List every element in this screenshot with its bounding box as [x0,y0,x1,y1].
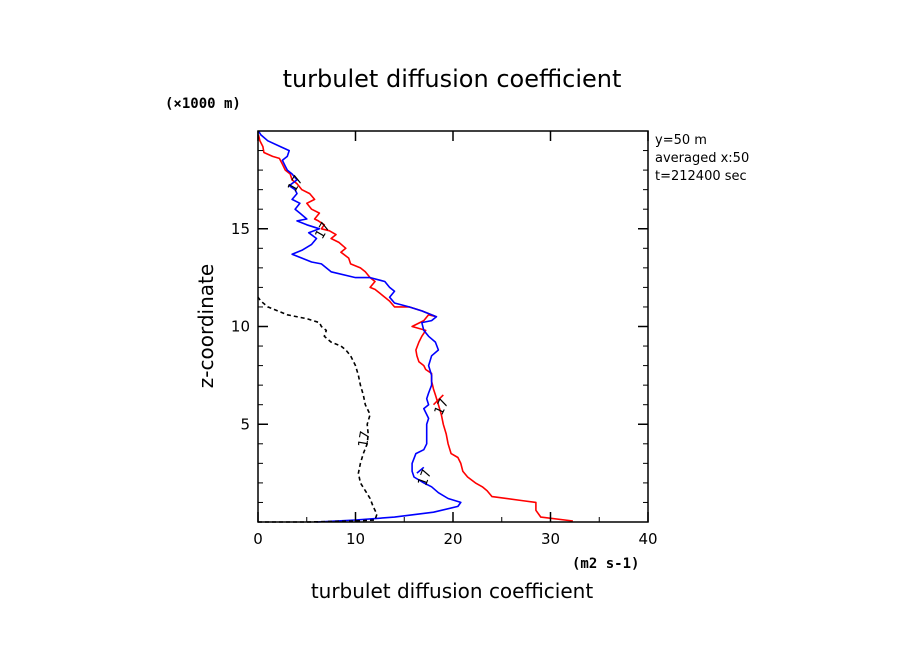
contour-label: 17 [285,173,306,195]
x-tick-label: 0 [253,530,263,548]
x-axis-unit: (m2 s-1) [572,556,639,572]
y-axis-unit: (×1000 m) [165,96,241,112]
x-tick-label: 40 [638,530,657,548]
x-axis-label: turbulet diffusion coefficient [311,579,594,603]
y-tick-label: 5 [240,415,250,433]
chart-title: turbulet diffusion coefficient [283,65,622,93]
x-tick-label: 20 [443,530,462,548]
y-axis-label: z-coordinate [194,264,218,388]
y-tick-label: 10 [231,318,250,336]
series-line-3 [416,466,425,474]
contour-label: 17 [313,220,334,242]
info-line-y: y=50 m [655,133,707,148]
contour-label: 17 [356,430,374,449]
x-tick-label: 10 [346,530,365,548]
info-text-block: y=50 m averaged x:50 t=212400 sec [655,133,749,184]
series-line-1 [432,394,444,406]
plot-frame [257,130,649,523]
x-tick-label: 30 [541,530,560,548]
series-line-2 [257,130,462,523]
contour-label: 17 [415,467,435,488]
plot-content: 17 17 17 17 17 [257,130,573,523]
info-line-time: t=212400 sec [655,169,747,184]
y-tick-label: 15 [231,220,250,238]
axes: 0 10 20 30 40 5 10 15 [231,130,658,548]
info-line-averaged: averaged x:50 [655,151,749,166]
series-line-0 [257,134,573,522]
contour-label: 17 [432,396,453,417]
series-line-4 [257,296,378,523]
